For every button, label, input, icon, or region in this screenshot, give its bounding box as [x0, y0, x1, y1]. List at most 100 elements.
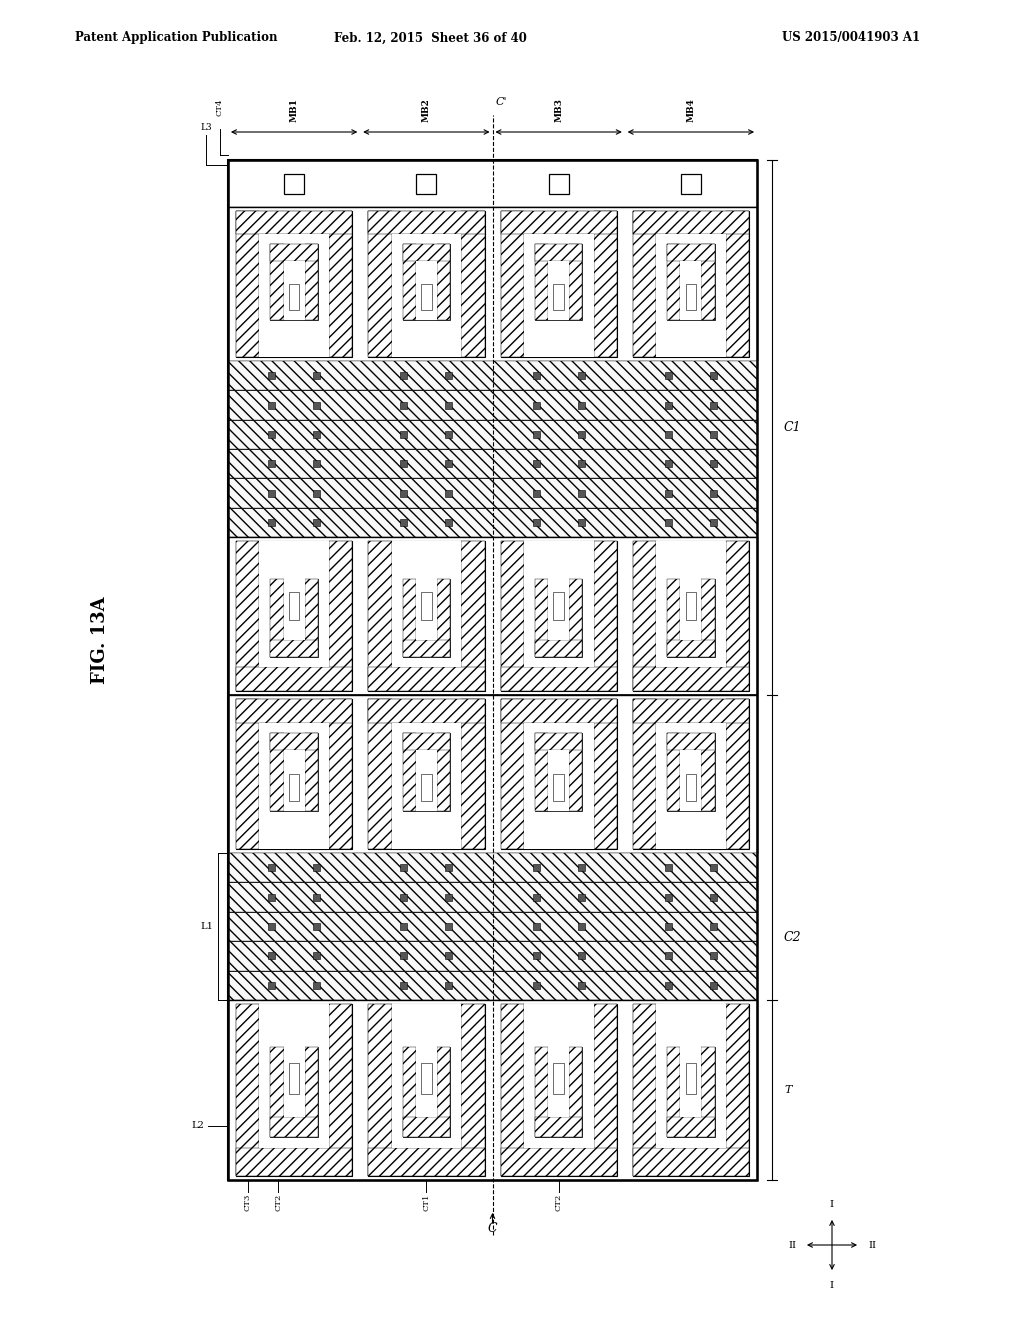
Bar — [228, 360, 757, 391]
Bar — [284, 261, 304, 321]
Text: MB4: MB4 — [686, 98, 695, 121]
Bar — [665, 461, 672, 467]
Bar — [578, 923, 585, 931]
Bar — [236, 667, 352, 690]
Bar — [656, 723, 726, 849]
Bar — [553, 593, 564, 619]
Bar — [437, 244, 451, 321]
Bar — [268, 401, 275, 408]
Bar — [549, 173, 568, 194]
Bar — [236, 700, 259, 849]
Bar — [710, 461, 717, 467]
Bar — [535, 578, 583, 657]
Bar — [445, 953, 453, 960]
Bar — [710, 865, 717, 871]
Bar — [236, 211, 352, 356]
Bar — [228, 853, 757, 882]
Bar — [548, 261, 569, 321]
Bar — [268, 953, 275, 960]
Bar — [548, 578, 569, 640]
Text: MB3: MB3 — [554, 98, 563, 121]
Bar — [402, 640, 451, 657]
Bar — [236, 211, 259, 356]
Text: CT2: CT2 — [274, 1195, 283, 1212]
Bar — [665, 401, 672, 408]
Bar — [665, 923, 672, 931]
Bar — [270, 244, 317, 261]
Bar — [445, 430, 453, 438]
Bar — [633, 1005, 749, 1176]
Bar — [369, 541, 391, 690]
Bar — [532, 923, 540, 931]
Bar — [535, 1117, 583, 1137]
Bar — [304, 1047, 317, 1137]
Bar — [668, 578, 715, 657]
Text: C: C — [487, 1221, 498, 1234]
Bar — [400, 982, 408, 989]
Bar — [304, 578, 317, 657]
Bar — [313, 982, 321, 989]
Bar — [259, 235, 329, 356]
Bar — [268, 894, 275, 900]
Bar — [236, 1005, 259, 1176]
Bar — [400, 953, 408, 960]
Bar — [445, 372, 453, 379]
Bar — [228, 970, 757, 1001]
Bar — [668, 1047, 715, 1137]
Bar — [578, 519, 585, 525]
Bar — [402, 244, 451, 321]
Bar — [268, 982, 275, 989]
Bar — [416, 1047, 437, 1117]
Bar — [228, 970, 757, 1001]
Bar — [289, 1063, 299, 1094]
Bar — [400, 894, 408, 900]
Bar — [535, 578, 548, 657]
Text: T: T — [784, 1085, 792, 1096]
Bar — [402, 733, 416, 812]
Bar — [532, 461, 540, 467]
Text: L3: L3 — [200, 123, 212, 132]
Bar — [633, 211, 656, 356]
Bar — [710, 372, 717, 379]
Bar — [228, 449, 757, 478]
Bar — [523, 235, 594, 356]
Bar — [304, 733, 317, 812]
Bar — [236, 541, 259, 690]
Bar — [535, 1047, 548, 1137]
Bar — [289, 284, 299, 310]
Bar — [369, 1005, 391, 1176]
Text: C': C' — [496, 96, 507, 107]
Bar — [668, 578, 680, 657]
Bar — [680, 578, 701, 640]
Bar — [501, 211, 523, 356]
Bar — [633, 211, 749, 235]
Bar — [633, 700, 749, 849]
Bar — [569, 578, 583, 657]
Bar — [268, 865, 275, 871]
Bar — [369, 211, 484, 235]
Bar — [633, 700, 656, 849]
Bar — [668, 733, 680, 812]
Text: II: II — [868, 1241, 876, 1250]
Bar — [417, 173, 436, 194]
Bar — [501, 700, 523, 849]
Bar — [726, 211, 749, 356]
Text: I: I — [829, 1280, 835, 1290]
Bar — [236, 700, 352, 849]
Bar — [532, 894, 540, 900]
Bar — [633, 211, 749, 356]
Bar — [402, 1047, 451, 1137]
Bar — [369, 667, 484, 690]
Bar — [665, 982, 672, 989]
Bar — [270, 244, 284, 321]
Bar — [228, 508, 757, 537]
Bar — [668, 733, 715, 750]
Bar — [228, 853, 757, 882]
Bar — [228, 882, 757, 912]
Bar — [710, 953, 717, 960]
Bar — [228, 160, 757, 1180]
Bar — [665, 430, 672, 438]
Bar — [548, 750, 569, 812]
Bar — [501, 700, 616, 849]
Bar — [421, 774, 431, 801]
